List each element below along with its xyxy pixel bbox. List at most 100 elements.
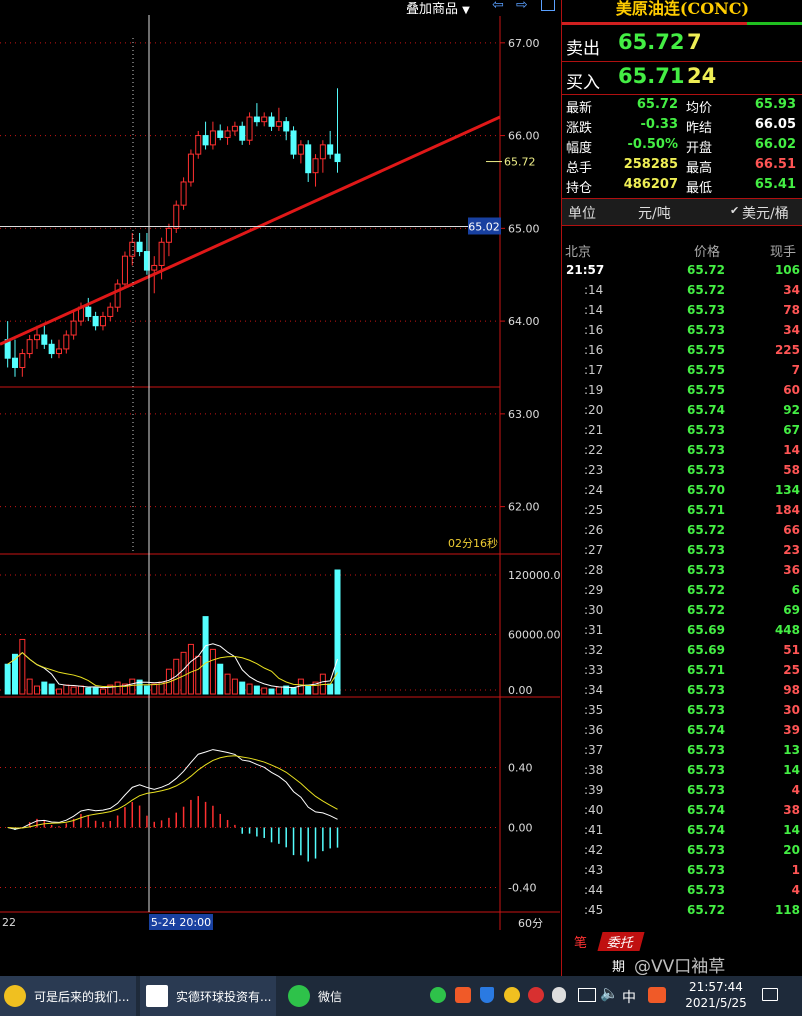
crosshair-time-label: 5-24 20:00 bbox=[151, 916, 211, 929]
tick-time: :32 bbox=[584, 643, 604, 657]
sogou-ime-icon[interactable] bbox=[648, 987, 666, 1003]
ask-volume: 7 bbox=[687, 30, 702, 54]
tick-row: :14 65.73 78 bbox=[562, 300, 802, 320]
bid-row: 买入 65.71 24 bbox=[562, 64, 802, 94]
stat-value: 65.93 bbox=[754, 97, 796, 112]
overlay-toolbar: 叠加商品 ▼ ⇦ ⇨ bbox=[400, 0, 560, 17]
taskbar-app-music[interactable]: 可是后来的我们... bbox=[0, 976, 136, 1016]
tick-volume: 14 bbox=[783, 443, 800, 457]
tab-futures[interactable]: 期 bbox=[612, 960, 626, 975]
tick-time: :24 bbox=[584, 483, 604, 497]
ask-label: 卖出 bbox=[566, 39, 600, 59]
candle-body bbox=[63, 334, 70, 350]
tick-price: 65.72 bbox=[687, 583, 725, 597]
tick-row: :37 65.73 13 bbox=[562, 740, 802, 760]
ask-row: 卖出 65.72 7 bbox=[562, 30, 802, 60]
volume-bar bbox=[114, 681, 121, 695]
stat-value: 66.51 bbox=[754, 157, 796, 172]
candle-body bbox=[165, 227, 172, 243]
notification-icon[interactable] bbox=[762, 988, 778, 1001]
tray-qq-icon[interactable] bbox=[552, 987, 566, 1003]
tick-row: :42 65.73 20 bbox=[562, 840, 802, 860]
candle-body bbox=[334, 153, 341, 163]
volume-axis-label: 60000.00 bbox=[508, 628, 560, 641]
candle-body bbox=[136, 241, 143, 253]
stat-value: 66.05 bbox=[754, 117, 796, 132]
volume-bar bbox=[85, 687, 92, 695]
tray-wechat-icon[interactable] bbox=[430, 987, 446, 1003]
tick-row: :31 65.69 448 bbox=[562, 620, 802, 640]
tick-price: 65.73 bbox=[687, 543, 725, 557]
tick-row: 21:57 65.72 106 bbox=[562, 260, 802, 280]
unit-yuan-per-ton[interactable]: 元/吨 bbox=[638, 206, 671, 222]
tray-app-orange-icon[interactable] bbox=[455, 987, 471, 1003]
stat-label: 持仓 bbox=[566, 181, 593, 196]
candle-body bbox=[209, 130, 216, 146]
volume-bar bbox=[143, 685, 150, 695]
tick-time: :33 bbox=[584, 663, 604, 677]
tab-trades[interactable]: 笔 bbox=[574, 936, 588, 951]
taskbar-app-broker[interactable]: 实德环球投资有... bbox=[140, 976, 276, 1016]
arrow-right-icon[interactable]: ⇨ bbox=[516, 0, 528, 13]
overlay-commodity-button[interactable]: 叠加商品 ▼ bbox=[406, 0, 470, 17]
tick-row: :36 65.74 39 bbox=[562, 720, 802, 740]
stat-label: 最新 bbox=[566, 101, 593, 116]
chart-canvas[interactable]: 67.00 66.00 65.00 64.00 63.00 62.00 65.02 65.72… bbox=[0, 0, 560, 950]
volume-bar bbox=[327, 683, 334, 695]
volume-bar bbox=[41, 681, 48, 695]
tray-volume-icon[interactable]: 🔈 bbox=[600, 984, 619, 1002]
tick-volume: 7 bbox=[791, 363, 800, 377]
ime-indicator[interactable]: 中 bbox=[622, 990, 636, 1006]
tick-time: :19 bbox=[584, 383, 604, 397]
stat-label: 均价 bbox=[686, 101, 713, 116]
tick-time: :27 bbox=[584, 543, 604, 557]
tray-network-icon[interactable] bbox=[578, 988, 596, 1002]
unit-usd-per-barrel[interactable]: 美元/桶 bbox=[742, 206, 789, 222]
taskbar-app-broker-label: 实德环球投资有... bbox=[176, 989, 272, 1004]
candle-body bbox=[129, 241, 136, 257]
tick-volume: 25 bbox=[783, 663, 800, 677]
volume-bar bbox=[92, 687, 99, 695]
tick-volume: 69 bbox=[783, 603, 800, 617]
tab-orders[interactable]: 委托 bbox=[597, 932, 645, 951]
tick-row: :21 65.73 67 bbox=[562, 420, 802, 440]
system-clock[interactable]: 21:57:44 2021/5/25 bbox=[678, 978, 754, 1014]
bid-label: 买入 bbox=[566, 73, 600, 93]
arrow-left-icon[interactable]: ⇦ bbox=[492, 0, 504, 13]
tick-row: :43 65.73 1 bbox=[562, 860, 802, 880]
stats-row: 总手 258285 最高 66.51 bbox=[562, 156, 802, 176]
volume-bar bbox=[275, 686, 282, 695]
ticks-list[interactable]: 21:57 65.72 106:14 65.72 34:14 65.73 78:16 65.7… bbox=[562, 260, 802, 930]
app-bottom-strip bbox=[0, 950, 561, 976]
tick-time: :21 bbox=[584, 423, 604, 437]
tick-volume: 106 bbox=[774, 263, 800, 277]
tick-price: 65.72 bbox=[687, 283, 725, 297]
tick-volume: 134 bbox=[774, 483, 800, 497]
tick-row: :38 65.73 14 bbox=[562, 760, 802, 780]
stat-value: 258285 bbox=[623, 157, 678, 172]
tick-volume: 51 bbox=[783, 643, 800, 657]
tick-price: 65.73 bbox=[687, 563, 725, 577]
candle-body bbox=[275, 121, 282, 127]
tray-shield-icon[interactable] bbox=[480, 987, 494, 1003]
tray-red-app-icon[interactable] bbox=[528, 987, 544, 1003]
volume-bar bbox=[290, 687, 297, 695]
panel-toggle-icon[interactable] bbox=[541, 0, 555, 11]
candle-body bbox=[290, 130, 297, 155]
unit-label: 单位 bbox=[568, 206, 596, 222]
bid-volume: 24 bbox=[687, 64, 717, 88]
candle-body bbox=[239, 125, 246, 141]
tick-price: 65.75 bbox=[687, 363, 725, 377]
tick-row: :16 65.75 225 bbox=[562, 340, 802, 360]
tick-price: 65.74 bbox=[687, 403, 725, 417]
volume-bar bbox=[26, 678, 33, 695]
candle-body bbox=[151, 264, 158, 271]
chart-area[interactable]: 67.00 66.00 65.00 64.00 63.00 62.00 65.02 65.72… bbox=[0, 0, 560, 950]
candle-body bbox=[19, 353, 26, 368]
tick-row: :24 65.70 134 bbox=[562, 480, 802, 500]
candle-body bbox=[99, 315, 106, 327]
tick-row: :44 65.73 4 bbox=[562, 880, 802, 900]
tray-yellow-app-icon[interactable] bbox=[504, 987, 520, 1003]
taskbar-app-wechat[interactable]: 微信 bbox=[282, 976, 362, 1016]
volume-bar bbox=[261, 687, 268, 695]
